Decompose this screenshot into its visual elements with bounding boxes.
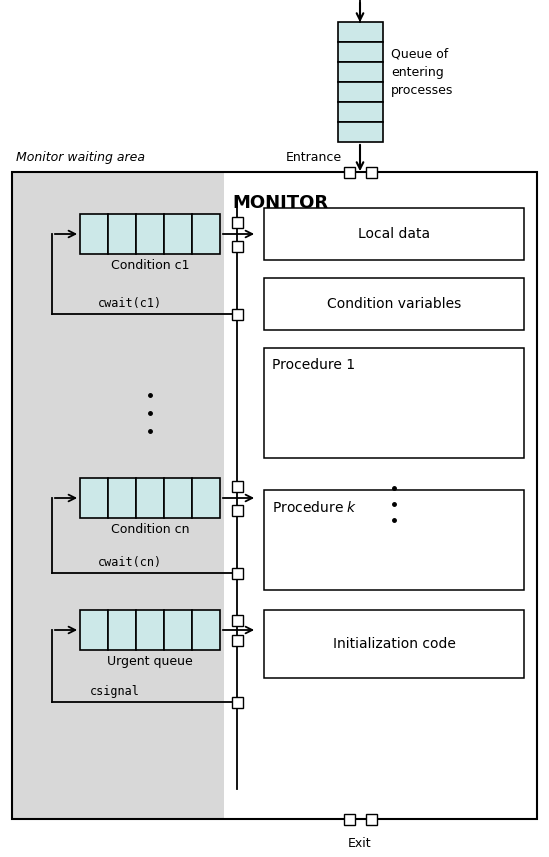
Bar	[80, 610, 108, 650]
Text: Condition c1: Condition c1	[111, 259, 189, 272]
Bar	[232, 217, 243, 227]
Bar	[80, 478, 108, 518]
Bar	[108, 610, 136, 650]
Bar	[108, 478, 136, 518]
Text: Condition cn: Condition cn	[111, 523, 189, 536]
Bar	[338, 122, 383, 142]
Bar	[338, 22, 383, 42]
Bar	[366, 813, 377, 824]
Bar	[108, 214, 136, 254]
Bar	[264, 208, 524, 260]
Bar	[136, 214, 164, 254]
Text: cwait(c1): cwait(c1)	[98, 297, 162, 310]
Bar	[232, 505, 243, 516]
Bar	[338, 82, 383, 102]
Text: Entrance: Entrance	[286, 151, 342, 164]
Bar	[366, 166, 377, 177]
Bar	[344, 813, 355, 824]
Text: Queue of
entering
processes: Queue of entering processes	[391, 47, 453, 97]
Bar	[164, 610, 192, 650]
Bar	[232, 697, 243, 708]
Bar	[12, 172, 537, 819]
Bar	[264, 348, 524, 458]
Text: Exit: Exit	[348, 837, 372, 850]
Text: cwait(cn): cwait(cn)	[98, 556, 162, 569]
Text: Urgent queue: Urgent queue	[107, 655, 193, 668]
Bar	[192, 478, 220, 518]
Bar	[192, 214, 220, 254]
Text: Procedure $k$: Procedure $k$	[272, 500, 357, 515]
Bar	[338, 62, 383, 82]
Text: Monitor waiting area: Monitor waiting area	[16, 151, 145, 164]
Bar	[264, 610, 524, 678]
Bar	[12, 172, 224, 819]
Bar	[232, 634, 243, 645]
Bar	[136, 478, 164, 518]
Bar	[80, 214, 108, 254]
Text: Procedure 1: Procedure 1	[272, 358, 355, 372]
Text: MONITOR: MONITOR	[232, 194, 328, 212]
Bar	[136, 610, 164, 650]
Bar	[164, 478, 192, 518]
Bar	[232, 241, 243, 251]
Bar	[344, 166, 355, 177]
Bar	[232, 309, 243, 320]
Text: Condition variables: Condition variables	[327, 297, 461, 311]
Bar	[264, 278, 524, 330]
Bar	[232, 567, 243, 578]
Bar	[338, 102, 383, 122]
Bar	[164, 214, 192, 254]
Text: Local data: Local data	[358, 227, 430, 241]
Bar	[338, 42, 383, 62]
Bar	[232, 614, 243, 626]
Text: csignal: csignal	[90, 685, 140, 698]
Bar	[192, 610, 220, 650]
Bar	[264, 490, 524, 590]
Bar	[232, 481, 243, 492]
Text: Initialization code: Initialization code	[333, 637, 456, 651]
